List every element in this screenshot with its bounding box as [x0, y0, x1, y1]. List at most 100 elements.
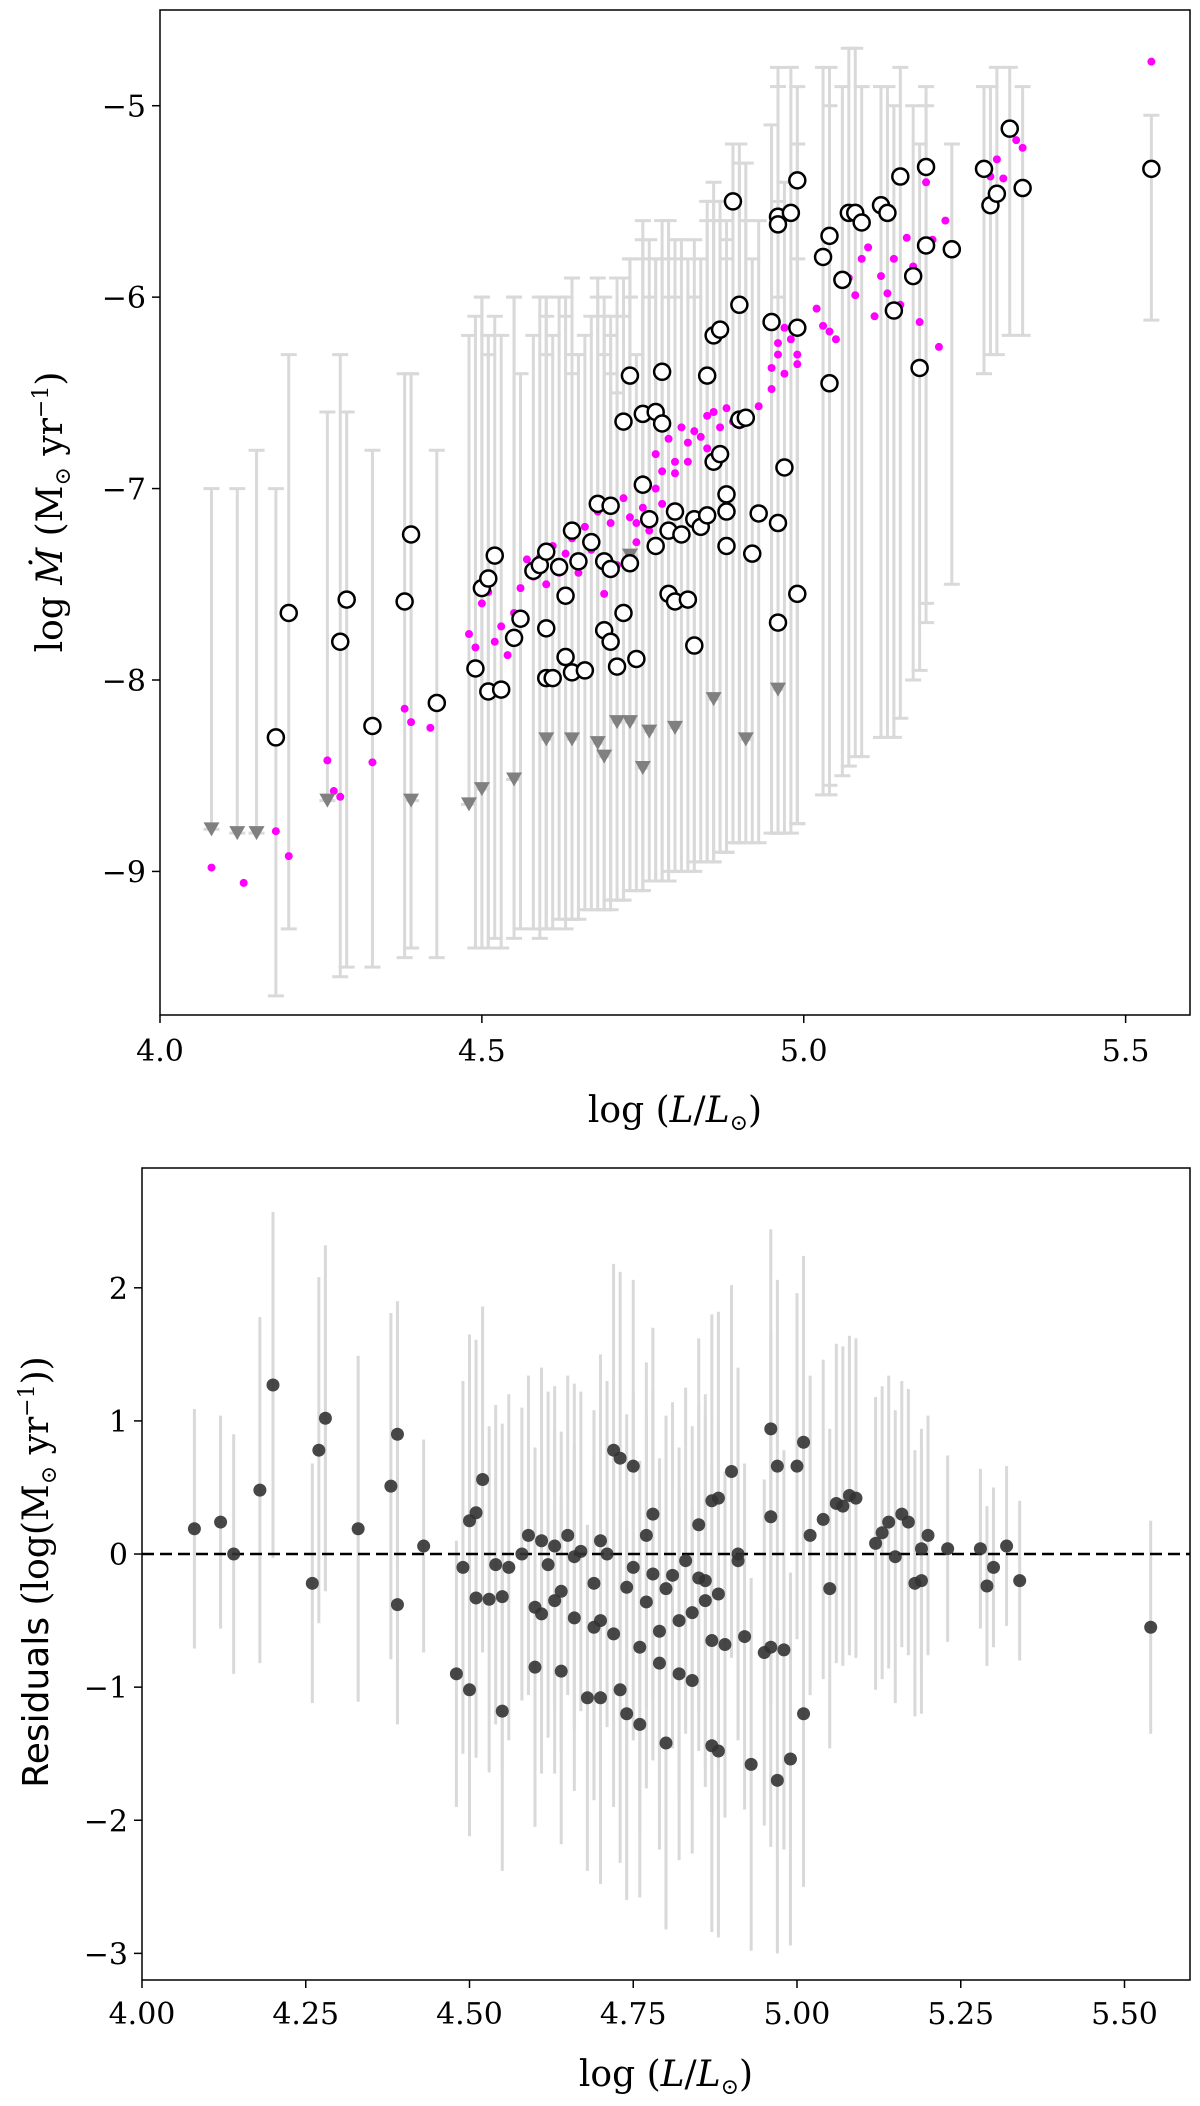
model-point [1147, 57, 1156, 66]
residual-point [214, 1515, 228, 1529]
residual-point [561, 1528, 575, 1542]
upper-limit-marker [705, 692, 722, 707]
bottom-y-tick-label: −3 [84, 1937, 128, 1972]
upper-limit-marker [564, 732, 580, 747]
model-point [703, 444, 712, 453]
model-point [992, 155, 1001, 164]
bottom-x-tick-label: 4.50 [436, 1997, 503, 2032]
top-detection-layer [266, 119, 1161, 747]
model-point [239, 878, 248, 887]
detection-point [1142, 159, 1161, 179]
detection-point [730, 295, 749, 315]
detection-point [543, 668, 562, 688]
residual-point [882, 1515, 896, 1529]
residual-point [469, 1506, 483, 1520]
top-y-tick-label: −6 [102, 281, 146, 316]
detection-point [884, 301, 904, 320]
residual-point [351, 1522, 365, 1536]
top-plot-frame [159, 9, 1191, 1016]
upper-limit-marker [248, 826, 265, 841]
model-point [561, 549, 570, 558]
detection-point [710, 320, 730, 339]
model-point [780, 323, 789, 332]
detection-point [479, 569, 498, 588]
upper-limit-marker [319, 793, 336, 808]
model-point [774, 339, 782, 348]
residual-point [652, 1624, 666, 1638]
bottom-x-axis-label: log (L/L⊙) [579, 2054, 753, 2100]
residual-point [633, 1717, 647, 1731]
mass-loss-panel: 4.0 4.5 5.0 5.5 −9 −8 −7 −6 −5 log (L/L⊙) log Ṁ… [29, 9, 1191, 1136]
detection-point [749, 504, 768, 523]
residual-point [980, 1579, 994, 1593]
model-point [400, 704, 409, 713]
residual-point [639, 1528, 653, 1542]
detection-point [266, 728, 286, 747]
detection-point [717, 485, 736, 504]
model-point [284, 852, 293, 861]
model-point [774, 350, 782, 359]
detection-point [427, 693, 447, 713]
residual-point [770, 1459, 784, 1473]
residual-point [456, 1560, 470, 1574]
residual-point [659, 1582, 673, 1596]
residual-point [187, 1522, 201, 1536]
residual-point [692, 1518, 706, 1532]
residual-point [580, 1691, 594, 1705]
detection-point [646, 536, 665, 556]
residual-point [738, 1630, 752, 1644]
detection-point [685, 636, 704, 655]
top-y-axis-label: log Ṁ (M⊙ yr−1) [29, 372, 76, 653]
model-point [671, 457, 679, 466]
detection-point [601, 632, 620, 651]
residual-point [1000, 1539, 1014, 1553]
detection-point [678, 590, 698, 609]
top-x-tick-label: 4.0 [136, 1034, 184, 1069]
model-point [471, 643, 480, 652]
detection-point [556, 647, 575, 667]
model-point [658, 467, 667, 476]
residual-point [901, 1515, 915, 1529]
detection-point [910, 358, 929, 378]
upper-limit-marker [621, 715, 638, 730]
model-point [786, 335, 795, 344]
detection-point [736, 408, 756, 427]
residual-point [679, 1554, 693, 1568]
detection-point [537, 619, 556, 638]
detection-point [607, 657, 627, 676]
bottom-residual-layer [187, 1378, 1158, 1787]
residual-point [816, 1512, 830, 1526]
residual-point [666, 1568, 680, 1582]
residual-point [312, 1443, 326, 1457]
model-point [780, 369, 789, 378]
model-point [902, 233, 911, 242]
model-point [477, 599, 486, 608]
upper-limit-marker [770, 682, 786, 697]
residual-point [600, 1547, 614, 1561]
model-point [889, 254, 898, 263]
residual-point [711, 1587, 725, 1601]
detection-point [601, 559, 620, 579]
detection-point [723, 192, 743, 211]
residual-point [554, 1584, 568, 1598]
top-y-tick-label: −9 [102, 855, 146, 890]
residual-point [718, 1638, 732, 1652]
upper-limit-marker [461, 797, 477, 812]
residual-point [777, 1643, 791, 1657]
upper-limit-marker [634, 761, 651, 776]
upper-limit-marker [667, 720, 683, 735]
residual-point [476, 1472, 490, 1486]
residual-point [318, 1411, 332, 1425]
residual-point [652, 1656, 666, 1670]
residual-point [384, 1479, 398, 1493]
upper-limit-marker [538, 732, 555, 747]
residual-point [849, 1491, 863, 1505]
residuals-panel: 4.00 4.25 4.50 4.75 5.00 5.25 5.50 −3 −2 −1 0 1 2 l… [15, 1167, 1191, 2100]
residual-point [554, 1664, 568, 1678]
model-point [709, 408, 718, 416]
detection-point [640, 509, 659, 529]
residual-point [888, 1550, 902, 1564]
detection-point [813, 247, 833, 267]
model-point [793, 350, 802, 359]
residual-point [594, 1534, 607, 1548]
